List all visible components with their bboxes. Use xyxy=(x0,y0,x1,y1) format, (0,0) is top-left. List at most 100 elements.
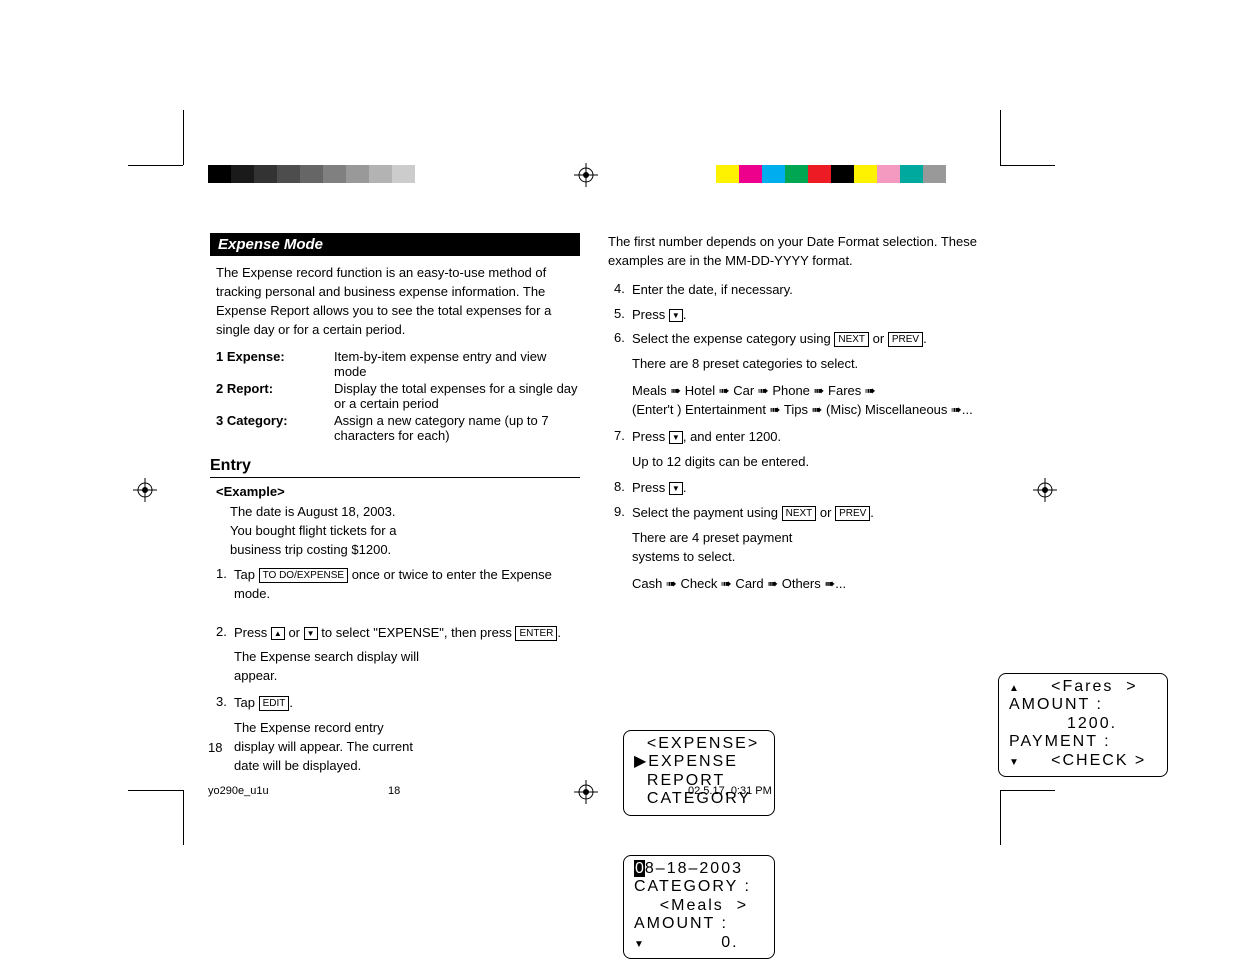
step-text: Enter the date, if necessary. xyxy=(632,281,978,300)
steps-list-left-cont: 3. Tap EDIT. xyxy=(216,694,580,713)
definition-desc: Display the total expenses for a single … xyxy=(334,381,580,411)
lcd-line: 1200. xyxy=(1009,715,1157,733)
prev-key: PREV xyxy=(835,506,870,521)
swatch xyxy=(808,165,831,183)
lcd-line: ▶EXPENSE xyxy=(634,753,764,771)
section-title-bar: Expense Mode xyxy=(210,233,580,256)
lcd-text: <CHECK > xyxy=(1019,752,1146,769)
step-subtext: There are 8 preset categories to select. xyxy=(632,355,978,374)
swatch xyxy=(369,165,392,183)
footer-filename: yo290e_u1u xyxy=(208,785,388,797)
swatch xyxy=(877,165,900,183)
step-text: Press ▼, and enter 1200. xyxy=(632,428,978,447)
step-text: Tap EDIT. xyxy=(234,694,580,713)
swatch xyxy=(831,165,854,183)
cropmark xyxy=(1000,790,1055,791)
manual-page: Expense Mode The Expense record function… xyxy=(0,0,1235,954)
footer: yo290e_u1u 18 02.5.17, 0:31 PM xyxy=(208,785,978,797)
step-text: Select the expense category using NEXT o… xyxy=(632,330,978,349)
footer-timestamp: 02.5.17, 0:31 PM xyxy=(688,785,772,797)
lcd-screen-payment: ▲ <Fares > AMOUNT : 1200. PAYMENT : ▼ <C… xyxy=(998,673,1168,777)
lcd-line: AMOUNT : xyxy=(1009,696,1157,714)
step-item: 6. Select the expense category using NEX… xyxy=(614,330,978,349)
intro-paragraph: The Expense record function is an easy-t… xyxy=(216,264,580,339)
lcd-line: ▲ <Fares > xyxy=(1009,678,1157,696)
definition-row: 2 Report: Display the total expenses for… xyxy=(216,381,580,411)
up-triangle-icon: ▲ xyxy=(1009,683,1019,694)
edit-key: EDIT xyxy=(259,696,290,711)
lcd-screen-menu: <EXPENSE> ▶EXPENSE REPORT CATEGORY xyxy=(623,730,775,816)
step-number: 2. xyxy=(216,624,234,643)
next-key: NEXT xyxy=(782,506,817,521)
down-arrow-key-icon: ▼ xyxy=(669,482,683,495)
step-item: 8. Press ▼. xyxy=(614,479,978,498)
step-post: . xyxy=(289,695,293,710)
example-label: <Example> xyxy=(216,484,580,499)
step-subtext: The Expense record entry display will ap… xyxy=(234,719,419,776)
grayscale-colorbar xyxy=(208,165,438,183)
lcd-line: 08–18–2003 xyxy=(634,860,764,878)
lcd-line: <Meals > xyxy=(634,897,764,915)
down-arrow-key-icon: ▼ xyxy=(669,431,683,444)
down-triangle-icon: ▼ xyxy=(634,939,644,950)
step-number: 6. xyxy=(614,330,632,349)
swatch xyxy=(415,165,438,183)
swatch xyxy=(900,165,923,183)
cmyk-colorbar xyxy=(716,165,946,183)
definition-term: 1 Expense: xyxy=(216,349,334,379)
up-arrow-key-icon: ▲ xyxy=(271,627,285,640)
swatch xyxy=(231,165,254,183)
step-pre: Tap xyxy=(234,695,259,710)
step-number: 1. xyxy=(216,566,234,604)
step-subtext: Meals ➠ Hotel ➠ Car ➠ Phone ➠ Fares ➠ (E… xyxy=(632,382,978,420)
swatch xyxy=(254,165,277,183)
step-subtext: The Expense search display will appear. xyxy=(234,648,419,686)
swatch xyxy=(739,165,762,183)
entry-heading: Entry xyxy=(210,457,580,475)
step-number: 9. xyxy=(614,504,632,523)
steps-list-right-cont: 7. Press ▼, and enter 1200. xyxy=(614,428,978,447)
swatch xyxy=(854,165,877,183)
down-triangle-icon: ▼ xyxy=(1009,757,1019,768)
right-column: The first number depends on your Date Fo… xyxy=(608,233,978,784)
definition-term: 2 Report: xyxy=(216,381,334,411)
step-item: 2. Press ▲ or ▼ to select "EXPENSE", the… xyxy=(216,624,580,643)
swatch xyxy=(923,165,946,183)
cropmark xyxy=(1000,165,1055,166)
steps-list-right-cont2: 8. Press ▼. 9. Select the payment using … xyxy=(614,479,978,523)
lcd-line: AMOUNT : xyxy=(634,915,764,933)
enter-key: ENTER xyxy=(515,626,557,641)
step-text: Press ▼. xyxy=(632,479,978,498)
prev-key: PREV xyxy=(888,332,923,347)
cropmark xyxy=(183,110,184,165)
lcd-line: ▼ 0. xyxy=(634,934,764,952)
cropmark xyxy=(128,790,183,791)
step-number: 3. xyxy=(216,694,234,713)
definition-desc: Assign a new category name (up to 7 char… xyxy=(334,413,580,443)
lcd-text: 0. xyxy=(644,934,739,951)
registration-mark-icon xyxy=(574,163,598,187)
definition-row: 3 Category: Assign a new category name (… xyxy=(216,413,580,443)
definition-term: 3 Category: xyxy=(216,413,334,443)
registration-mark-icon xyxy=(133,478,157,502)
step-item: 9. Select the payment using NEXT or PREV… xyxy=(614,504,978,523)
step-pre: Tap xyxy=(234,567,259,582)
step-item: 3. Tap EDIT. xyxy=(216,694,580,713)
step-text: Press ▼. xyxy=(632,306,978,325)
steps-list-right: 4. Enter the date, if necessary. 5. Pres… xyxy=(614,281,978,350)
step-subtext: Cash ➠ Check ➠ Card ➠ Others ➠... xyxy=(632,575,978,594)
cropmark xyxy=(1000,110,1001,165)
footer-page: 18 xyxy=(388,785,688,797)
swatch xyxy=(392,165,415,183)
swatch xyxy=(300,165,323,183)
cropmark xyxy=(128,165,183,166)
step-item: 1. Tap TO DO/EXPENSE once or twice to en… xyxy=(216,566,580,604)
registration-mark-icon xyxy=(1033,478,1057,502)
step-number: 5. xyxy=(614,306,632,325)
step-text: Press ▲ or ▼ to select "EXPENSE", then p… xyxy=(234,624,580,643)
lcd-line: CATEGORY : xyxy=(634,878,764,896)
swatch xyxy=(785,165,808,183)
definition-desc: Item-by-item expense entry and view mode xyxy=(334,349,580,379)
down-arrow-key-icon: ▼ xyxy=(669,309,683,322)
next-key: NEXT xyxy=(834,332,869,347)
